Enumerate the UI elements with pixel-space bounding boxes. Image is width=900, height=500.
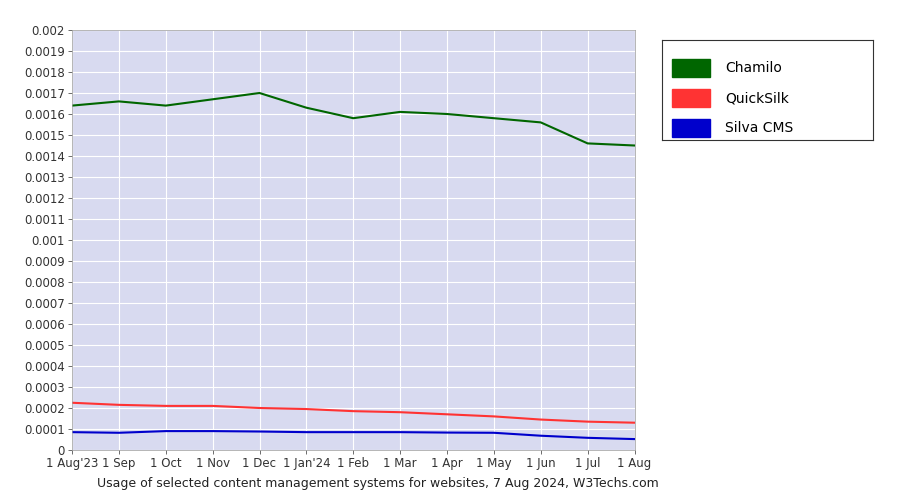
Silva CMS [629,436,640,442]
QuickSilk [254,405,265,411]
QuickSilk [442,412,453,418]
Silva CMS [395,429,406,435]
Line: QuickSilk: QuickSilk [72,403,634,422]
Chamilo [347,115,358,121]
Chamilo [442,111,453,117]
QuickSilk [536,416,546,422]
Silva CMS [67,429,77,435]
Text: Usage of selected content management systems for websites, 7 Aug 2024, W3Techs.c: Usage of selected content management sys… [97,477,659,490]
Silva CMS [582,435,593,441]
Chamilo [536,120,546,126]
QuickSilk [67,400,77,406]
FancyBboxPatch shape [672,119,710,137]
Silva CMS [536,432,546,438]
Silva CMS [347,429,358,435]
Chamilo [160,102,171,108]
Chamilo [582,140,593,146]
Silva CMS [113,430,124,436]
QuickSilk [395,409,406,415]
Chamilo [489,115,500,121]
QuickSilk [629,420,640,426]
Chamilo [395,109,406,115]
QuickSilk [207,403,218,409]
Silva CMS [301,429,311,435]
QuickSilk [160,403,171,409]
Chamilo [113,98,124,104]
QuickSilk [301,406,311,412]
Text: Silva CMS: Silva CMS [725,121,793,135]
FancyBboxPatch shape [672,59,710,77]
Chamilo [301,104,311,110]
QuickSilk [489,414,500,420]
Silva CMS [489,430,500,436]
Chamilo [254,90,265,96]
Silva CMS [442,430,453,436]
Silva CMS [254,428,265,434]
Line: Silva CMS: Silva CMS [72,431,634,439]
Text: Chamilo: Chamilo [725,61,782,75]
Silva CMS [160,428,171,434]
QuickSilk [582,418,593,424]
Line: Chamilo: Chamilo [72,93,634,146]
QuickSilk [347,408,358,414]
Chamilo [629,142,640,148]
QuickSilk [113,402,124,408]
Chamilo [67,102,77,108]
Text: QuickSilk: QuickSilk [725,91,788,105]
Chamilo [207,96,218,102]
Silva CMS [207,428,218,434]
FancyBboxPatch shape [672,89,710,107]
